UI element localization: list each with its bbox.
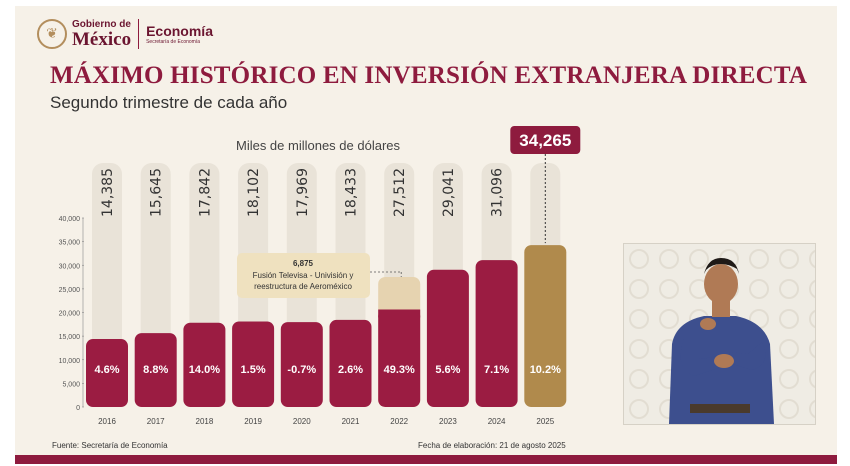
growth-label: 8.8% <box>143 364 168 376</box>
y-tick-label: 15,000 <box>59 334 81 341</box>
bar-top-square <box>378 309 421 318</box>
bar <box>183 322 226 407</box>
annotation-line1: Fusión Televisa - Univisión y <box>253 271 354 280</box>
bar <box>475 260 518 407</box>
growth-label: 7.1% <box>484 364 509 376</box>
bar <box>232 321 275 407</box>
y-tick-label: 0 <box>76 405 80 412</box>
growth-label: 2.6% <box>338 364 363 376</box>
bar <box>329 319 372 407</box>
y-tick-label: 30,000 <box>59 263 81 270</box>
bar <box>524 245 567 407</box>
highlight-value: 34,265 <box>519 131 571 150</box>
bar-value-label: 27,512 <box>392 168 408 217</box>
x-tick-label: 2016 <box>98 417 116 426</box>
mexico-seal-icon: ❦ <box>37 19 67 49</box>
y-tick-label: 25,000 <box>59 287 81 294</box>
unit-label: Miles de millones de dólares <box>236 138 401 153</box>
annotation-line2: reestructura de Aeroméxico <box>254 282 352 291</box>
bar-value-label: 17,842 <box>197 168 213 217</box>
source-note: Fuente: Secretaría de Economía <box>52 441 168 450</box>
y-tick-label: 20,000 <box>59 311 81 318</box>
government-logo: ❦ Gobierno de México Economía Secretaría… <box>37 17 213 51</box>
x-tick-label: 2021 <box>342 417 360 426</box>
y-tick-label: 10,000 <box>59 358 81 365</box>
x-tick-label: 2020 <box>293 417 311 426</box>
gov-line2: México <box>72 28 132 50</box>
ministry-wordmark: Economía Secretaría de Economía <box>146 24 213 45</box>
bar-value-label: 29,041 <box>441 168 457 217</box>
ministry-sub: Secretaría de Economía <box>146 38 200 45</box>
x-tick-label: 2023 <box>439 417 457 426</box>
gov-line1: Gobierno de <box>72 18 131 30</box>
growth-label: 14.0% <box>189 364 220 376</box>
bottom-bar <box>15 455 837 464</box>
y-tick-label: 5,000 <box>62 381 80 388</box>
bar <box>280 322 323 407</box>
bar-value-label: 31,096 <box>490 168 506 217</box>
date-note: Fecha de elaboración: 21 de agosto 2025 <box>418 441 566 450</box>
growth-label: 5.6% <box>435 364 460 376</box>
ministry-name: Economía <box>146 22 213 39</box>
interpreter-illustration <box>624 244 815 424</box>
x-tick-label: 2017 <box>147 417 165 426</box>
x-tick-label: 2022 <box>390 417 408 426</box>
growth-label: 1.5% <box>241 364 266 376</box>
bar <box>86 339 128 407</box>
annotation-value: 6,875 <box>293 259 314 268</box>
y-tick-label: 40,000 <box>59 216 81 223</box>
bar-value-label: 15,645 <box>149 168 165 217</box>
highlight-badge <box>510 126 581 154</box>
bar-value-label: 18,433 <box>344 168 360 217</box>
growth-label: -0.7% <box>287 364 316 376</box>
sign-language-interpreter <box>623 243 816 425</box>
growth-label: 10.2% <box>530 364 561 376</box>
bar <box>134 333 177 407</box>
page-subtitle: Segundo trimestre de cada año <box>50 93 288 112</box>
annotation-box <box>237 253 370 298</box>
x-tick-label: 2018 <box>196 417 214 426</box>
bar-value-label: 17,969 <box>295 168 311 217</box>
y-tick-label: 35,000 <box>59 240 81 247</box>
bar <box>378 309 421 407</box>
growth-label: 49.3% <box>384 364 415 376</box>
bar <box>426 269 469 407</box>
bar-value-label: 18,102 <box>246 168 262 217</box>
x-tick-label: 2019 <box>244 417 262 426</box>
bar-value-label: 14,385 <box>100 168 116 217</box>
page-title: MÁXIMO HISTÓRICO EN INVERSIÓN EXTRANJERA… <box>50 62 808 89</box>
government-wordmark: Gobierno de México <box>72 18 132 50</box>
x-tick-label: 2024 <box>488 417 506 426</box>
x-tick-label: 2025 <box>536 417 554 426</box>
logo-divider <box>138 19 140 49</box>
growth-label: 4.6% <box>94 364 119 376</box>
